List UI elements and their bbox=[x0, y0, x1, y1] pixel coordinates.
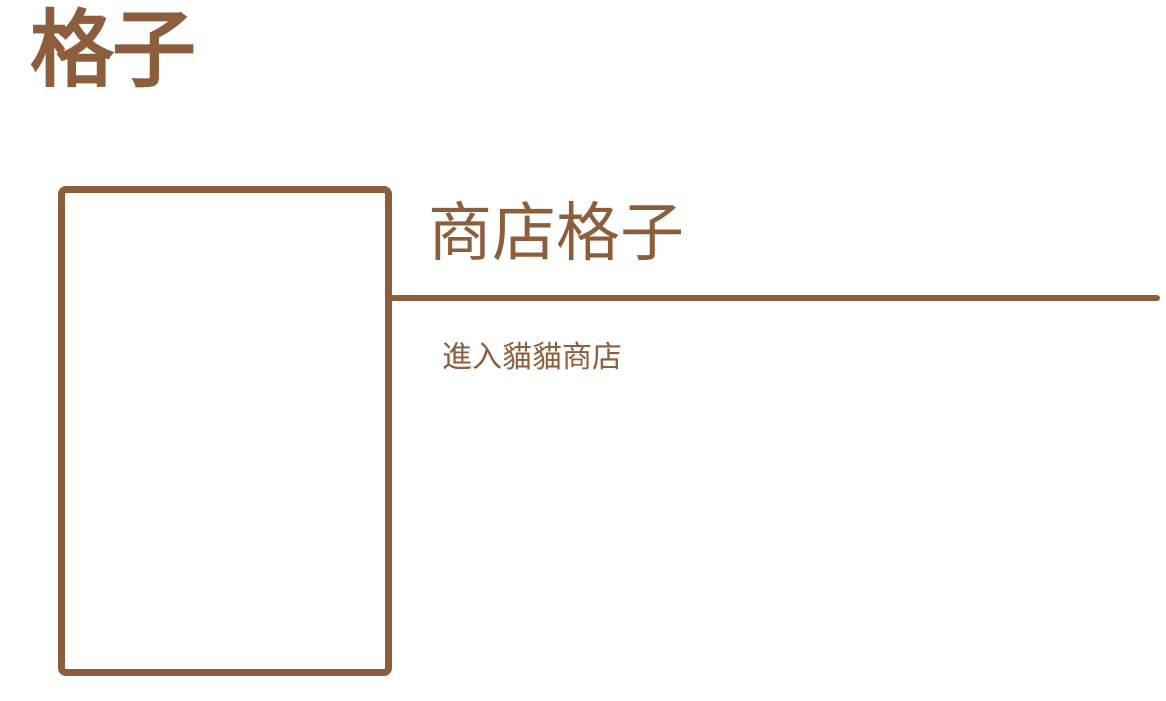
enter-cat-shop-link[interactable]: 進入貓貓商店 bbox=[442, 340, 622, 375]
page-title: 格子 bbox=[30, 1, 196, 99]
image-frame bbox=[58, 186, 392, 676]
divider-line bbox=[390, 295, 1160, 301]
section-title: 商店格子 bbox=[428, 197, 684, 271]
